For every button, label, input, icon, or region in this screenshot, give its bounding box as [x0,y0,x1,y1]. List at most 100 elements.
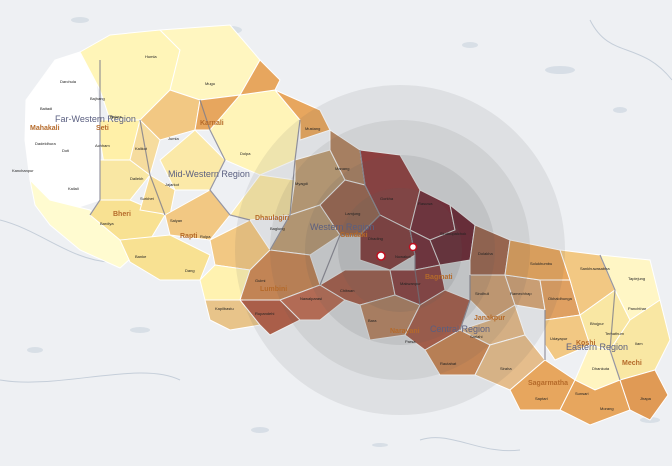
district-label: Dadeldhura [35,141,56,146]
district-label: Mugu [205,81,215,86]
district-label: Dolpa [240,151,251,156]
background-rivers [0,19,672,452]
district-label: Dolakha [478,251,493,256]
district-label: Kapilbastu [215,306,234,311]
district-label: Dang [185,268,195,273]
district-label: Salyan [170,218,182,223]
district-jumla[interactable] [139,89,201,141]
district-label: Solukhumbu [530,261,552,266]
district-label: Terhathum [605,331,625,336]
district-label: Dailekh [130,176,143,181]
epicenter-icon[interactable] [376,251,386,261]
district-label: Sarlahi [470,334,483,339]
district-rupandehi[interactable] [238,299,301,336]
district-label: Siraha [500,366,512,371]
nepal-map [24,24,671,426]
region-label-eastern: Eastern Region [566,342,628,352]
district-label: Gorkha [380,196,394,201]
district-label: Morang [600,406,614,411]
zone-labels: Mahakali Seti Karnali Bheri Rapti Dhaula… [30,120,642,387]
district-label: Panchthar [628,306,647,311]
district-label: Sankhuwasabha [580,266,610,271]
zone-label-mahakali: Mahakali [30,125,60,132]
district-label: Surkhet [140,196,155,201]
district-nawalparasi[interactable] [279,284,346,321]
zone-label-karnali: Karnali [200,120,224,127]
district-label: Kailali [68,186,79,191]
region-labels: Far-Western Region Mid-Western Region We… [55,114,628,352]
zone-label-rapti: Rapti [180,233,198,240]
district-label: Nuwakot [395,254,411,259]
region-label-western: Western Region [310,222,374,232]
district-label: Bardiya [100,221,114,226]
district-label: Udayapur [550,336,568,341]
aftershock-icon[interactable] [408,242,418,252]
zone-label-mechi: Mechi [622,360,642,367]
region-label-mid-western: Mid-Western Region [168,169,250,179]
district-label: Chitwan [340,288,354,293]
district-label: Ilam [635,341,643,346]
district-label: Saptari [535,396,548,401]
district-label: Baitadi [40,106,52,111]
district-label: Jajarkot [165,182,180,187]
district-label: Mustang [305,126,320,131]
district-label: Lamjung [345,211,360,216]
district-label: Bara [368,318,377,323]
district-label: Taplejung [628,276,645,281]
district-label: Nawalparasi [300,296,322,301]
district-kapilbastu[interactable] [204,299,261,331]
zone-boundaries [89,60,621,381]
district-label: Kanchanpur [12,168,34,173]
district-label: Banke [135,254,147,259]
district-label: Jhapa [640,396,652,401]
zone-label-sagarmatha: Sagarmatha [528,380,568,387]
district-label: Bajura [110,114,122,119]
zone-label-seti: Seti [96,125,109,132]
region-label-central: Central Region [430,324,490,334]
zone-label-koshi: Koshi [576,340,596,347]
zone-label-janakpur: Janakpur [474,315,505,322]
region-label-far-western: Far-Western Region [55,114,136,124]
district-label: Darchula [60,79,77,84]
district-label: Rolpa [200,234,211,239]
district-labels: Humla Darchula Bajhang Baitadi Bajura Da… [12,54,652,411]
district-label: Achham [95,143,110,148]
district-label: Makwanpur [400,281,421,286]
district-label: Sindhuli [475,291,489,296]
epicenter-markers[interactable] [376,242,418,261]
district-mustang[interactable] [274,89,331,141]
district-label: Rautahat [440,361,457,366]
district-jajarkot[interactable] [159,129,226,191]
shake-rings [235,85,565,415]
district-label: Myagdi [295,181,308,186]
district-label: Baglung [270,226,285,231]
district-label: Sindhupalchok [440,231,466,236]
district-jhapa[interactable] [619,369,669,421]
district-surkhet[interactable] [164,189,231,241]
district-label: Dhading [368,236,383,241]
district-label: Doti [62,148,69,153]
zone-label-bagmati: Bagmati [425,274,453,281]
district-label: Parsa [405,339,416,344]
district-label: Ramechhap [510,291,532,296]
district-label: Bhojpur [590,321,604,326]
district-label: Rupandehi [255,311,274,316]
zone-label-narayani: Narayani [390,328,420,335]
zone-label-lumbini: Lumbini [260,286,287,293]
district-label: Jumla [168,136,179,141]
zone-label-bheri: Bheri [113,211,131,218]
district-label: Manang [335,166,349,171]
district-label: Dhankuta [592,366,610,371]
district-label: Rasuwa [418,201,433,206]
district-label: Humla [145,54,157,59]
district-label: Okhaldhunga [548,296,573,301]
district-label: Bajhang [90,96,105,101]
district-label: Gulmi [255,278,266,283]
zone-label-dhaulagiri: Dhaulagiri [255,215,289,222]
district-sarlahi[interactable] [458,304,526,346]
zone-label-gandaki: Gandaki [340,232,368,239]
district-label: Kalikot [135,146,148,151]
district-label: Sunsari [575,391,589,396]
